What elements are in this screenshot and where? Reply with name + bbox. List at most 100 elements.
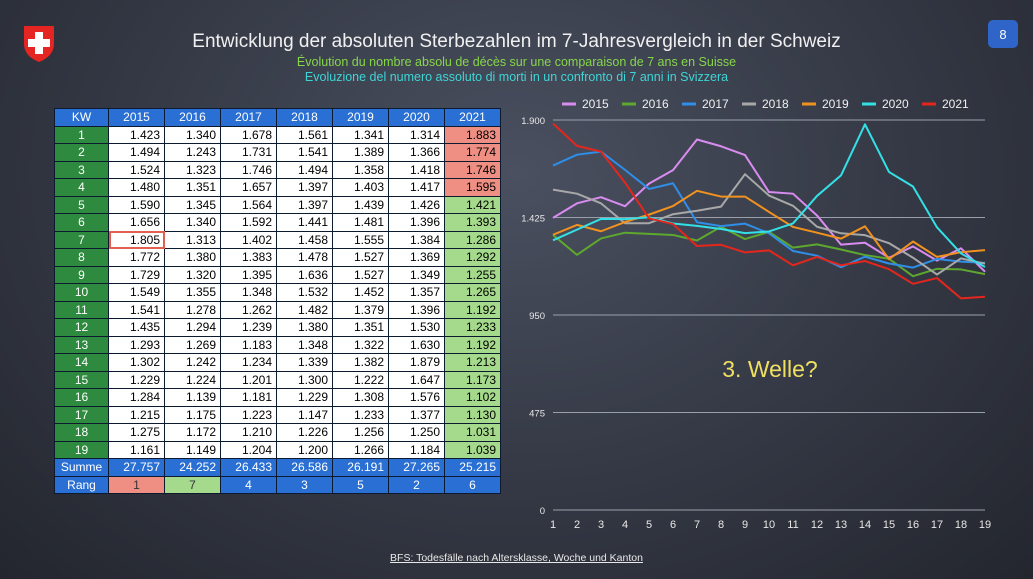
value-cell: 1.039 xyxy=(444,440,501,459)
value-cell: 1.226 xyxy=(276,423,333,442)
x-tick-label: 10 xyxy=(763,519,775,531)
x-tick-label: 9 xyxy=(742,519,748,531)
x-tick-label: 14 xyxy=(859,519,871,531)
value-cell: 1.292 xyxy=(444,248,501,267)
value-cell: 1.229 xyxy=(108,370,165,389)
week-cell: 2 xyxy=(54,143,109,162)
value-cell: 1.345 xyxy=(164,195,221,214)
value-cell: 1.275 xyxy=(108,423,165,442)
x-tick-label: 1 xyxy=(550,519,556,531)
x-tick-label: 16 xyxy=(907,519,919,531)
rank-row: Rang 1 7 4 3 5 2 6 xyxy=(54,475,501,494)
header-kw: KW xyxy=(54,108,109,127)
value-cell: 1.322 xyxy=(332,335,389,354)
value-cell: 1.729 xyxy=(108,265,165,284)
value-cell: 1.647 xyxy=(388,370,445,389)
value-cell: 1.308 xyxy=(332,388,389,407)
value-cell: 1.393 xyxy=(444,213,501,232)
table-row: 9 1.729 1.320 1.395 1.636 1.527 1.349 1.255 xyxy=(54,265,501,284)
value-cell: 1.192 xyxy=(444,335,501,354)
value-cell: 1.348 xyxy=(276,335,333,354)
week-cell: 11 xyxy=(54,300,109,319)
sum-label: Summe xyxy=(54,458,109,477)
value-cell: 1.541 xyxy=(108,300,165,319)
value-cell: 1.224 xyxy=(164,370,221,389)
value-cell: 1.284 xyxy=(108,388,165,407)
rank-cell: 3 xyxy=(276,475,333,494)
value-cell: 1.402 xyxy=(220,230,277,249)
legend-label: 2021 xyxy=(942,97,969,111)
week-cell: 9 xyxy=(54,265,109,284)
week-cell: 13 xyxy=(54,335,109,354)
value-cell: 1.223 xyxy=(220,405,277,424)
value-cell: 1.269 xyxy=(164,335,221,354)
rank-cell: 6 xyxy=(444,475,501,494)
header-year: 2019 xyxy=(332,108,389,127)
value-cell: 1.396 xyxy=(388,213,445,232)
table-row: 15 1.229 1.224 1.201 1.300 1.222 1.647 1.173 xyxy=(54,370,501,389)
value-cell: 1.564 xyxy=(220,195,277,214)
legend-label: 2017 xyxy=(702,97,729,111)
value-cell: 1.215 xyxy=(108,405,165,424)
value-cell: 1.313 xyxy=(164,230,221,249)
value-cell: 1.200 xyxy=(276,440,333,459)
value-cell: 1.255 xyxy=(444,265,501,284)
source-link[interactable]: BFS: Todesfälle nach Altersklasse, Woche… xyxy=(390,552,643,564)
x-tick-label: 3 xyxy=(598,519,604,531)
value-cell: 1.358 xyxy=(332,160,389,179)
value-cell: 1.636 xyxy=(276,265,333,284)
value-cell: 1.031 xyxy=(444,423,501,442)
value-cell: 1.482 xyxy=(276,300,333,319)
series-line-2020 xyxy=(552,123,986,268)
value-cell: 1.426 xyxy=(388,195,445,214)
value-cell: 1.452 xyxy=(332,283,389,302)
sum-row: Summe 27.757 24.252 26.433 26.586 26.191 27.26… xyxy=(54,458,501,477)
value-cell: 1.377 xyxy=(388,405,445,424)
table-row: 14 1.302 1.242 1.234 1.339 1.382 1.879 1.213 xyxy=(54,353,501,372)
value-cell: 1.357 xyxy=(388,283,445,302)
value-cell: 1.403 xyxy=(332,178,389,197)
value-cell: 1.772 xyxy=(108,248,165,267)
x-tick-label: 17 xyxy=(931,519,943,531)
value-cell: 1.175 xyxy=(164,405,221,424)
header-year: 2015 xyxy=(108,108,165,127)
rank-cell: 1 xyxy=(108,475,165,494)
value-cell: 1.192 xyxy=(444,300,501,319)
swiss-shield-logo xyxy=(24,26,54,62)
table-row: 1 1.423 1.340 1.678 1.561 1.341 1.314 1.883 xyxy=(54,125,501,144)
value-cell: 1.630 xyxy=(388,335,445,354)
value-cell: 1.561 xyxy=(276,125,333,144)
value-cell: 1.389 xyxy=(332,143,389,162)
value-cell: 1.418 xyxy=(388,160,445,179)
x-tick-label: 15 xyxy=(883,519,895,531)
value-cell: 1.494 xyxy=(108,143,165,162)
rank-cell: 7 xyxy=(164,475,221,494)
value-cell: 1.592 xyxy=(220,213,277,232)
value-cell: 1.265 xyxy=(444,283,501,302)
value-cell: 1.397 xyxy=(276,195,333,214)
sum-cell: 26.433 xyxy=(220,458,277,477)
week-cell: 1 xyxy=(54,125,109,144)
value-cell: 1.102 xyxy=(444,388,501,407)
value-cell: 1.243 xyxy=(164,143,221,162)
value-cell: 1.349 xyxy=(388,265,445,284)
week-cell: 18 xyxy=(54,423,109,442)
x-tick-label: 19 xyxy=(979,519,991,531)
value-cell: 1.380 xyxy=(276,318,333,337)
value-cell: 1.595 xyxy=(444,178,501,197)
value-cell: 1.657 xyxy=(220,178,277,197)
value-cell: 1.340 xyxy=(164,213,221,232)
table-header-row: KW 2015 2016 2017 2018 2019 2020 2021 xyxy=(54,108,501,127)
value-cell: 1.256 xyxy=(332,423,389,442)
x-tick-label: 7 xyxy=(694,519,700,531)
value-cell: 1.590 xyxy=(108,195,165,214)
header-year: 2020 xyxy=(388,108,445,127)
value-cell: 1.233 xyxy=(444,318,501,337)
sum-cell: 27.757 xyxy=(108,458,165,477)
value-cell: 1.397 xyxy=(276,178,333,197)
value-cell: 1.480 xyxy=(108,178,165,197)
value-cell: 1.348 xyxy=(220,283,277,302)
legend-label: 2018 xyxy=(762,97,789,111)
value-cell: 1.395 xyxy=(220,265,277,284)
sum-cell: 26.191 xyxy=(332,458,389,477)
